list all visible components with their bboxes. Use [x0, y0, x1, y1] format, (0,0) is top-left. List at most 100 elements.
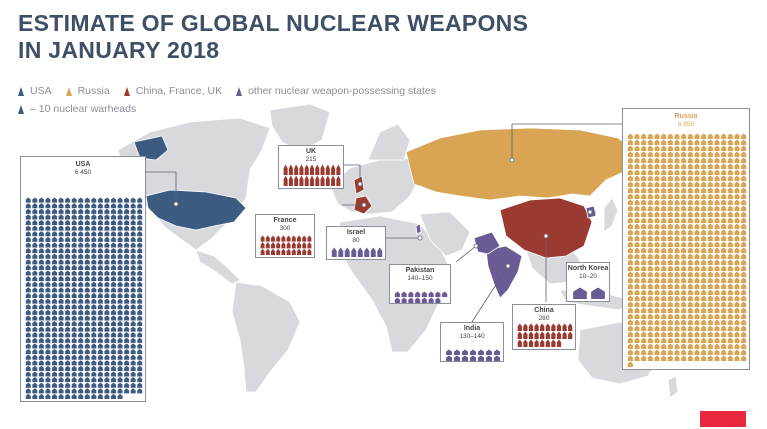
warhead-pictogram	[573, 287, 605, 299]
warhead-icon	[78, 270, 84, 276]
warhead-icon	[91, 337, 97, 343]
warhead-icon	[562, 323, 567, 331]
warhead-icon	[104, 253, 110, 259]
warhead-icon	[641, 265, 647, 271]
warhead-pictogram	[260, 235, 312, 255]
warhead-icon	[701, 307, 707, 313]
warhead-icon	[71, 388, 77, 394]
warhead-icon	[111, 208, 116, 214]
legend-label: USA	[30, 85, 52, 97]
warhead-icon	[71, 365, 77, 371]
warhead-icon	[627, 235, 633, 241]
warhead-icon	[32, 332, 38, 338]
warhead-icon	[674, 259, 680, 265]
warhead-icon	[104, 365, 110, 371]
warhead-icon	[58, 203, 64, 209]
warhead-icon	[65, 349, 71, 355]
warhead-icon	[84, 382, 90, 388]
warhead-icon	[714, 313, 720, 319]
warhead-icon	[104, 197, 110, 203]
warhead-icon	[137, 270, 143, 276]
china-region	[499, 197, 593, 259]
warhead-icon	[461, 349, 469, 355]
warhead-icon	[634, 343, 640, 349]
warhead-icon	[104, 326, 110, 332]
warhead-icon	[667, 355, 673, 361]
warhead-icon	[701, 313, 707, 319]
warhead-icon	[18, 86, 24, 96]
warhead-icon	[654, 223, 660, 229]
warhead-icon	[687, 355, 693, 361]
warhead-icon	[91, 371, 97, 377]
warhead-icon	[45, 377, 51, 383]
warhead-icon	[32, 371, 38, 377]
warhead-icon	[302, 248, 307, 255]
warhead-icon	[707, 247, 713, 253]
warhead-icon	[124, 219, 130, 226]
warhead-icon	[634, 349, 640, 355]
warhead-icon	[674, 319, 680, 325]
warhead-icon	[117, 382, 123, 388]
warhead-icon	[741, 229, 747, 235]
warhead-icon	[97, 360, 103, 366]
warhead-icon	[52, 208, 57, 214]
warhead-icon	[721, 325, 727, 331]
warhead-icon	[45, 332, 51, 338]
warhead-icon	[71, 197, 77, 203]
warhead-icon	[661, 175, 667, 181]
warhead-icon	[681, 325, 687, 331]
warhead-icon	[721, 247, 727, 253]
warhead-icon	[694, 253, 700, 259]
warhead-icon	[291, 235, 296, 242]
warhead-icon	[78, 208, 84, 214]
warhead-icon	[694, 175, 700, 181]
warhead-icon	[701, 223, 707, 229]
warhead-icon	[84, 377, 90, 383]
warhead-icon	[111, 219, 116, 226]
warhead-icon	[681, 295, 687, 301]
warhead-icon	[627, 277, 633, 283]
warhead-icon	[65, 214, 71, 220]
warhead-icon	[627, 361, 633, 367]
warhead-icon	[681, 151, 687, 157]
warhead-icon	[65, 208, 71, 214]
warhead-icon	[687, 229, 693, 235]
warhead-icon	[58, 360, 64, 366]
warhead-icon	[78, 326, 84, 332]
warhead-icon	[124, 231, 130, 237]
warhead-icon	[734, 145, 740, 151]
warhead-icon	[281, 235, 286, 242]
warhead-icon	[641, 325, 647, 331]
warhead-icon	[71, 354, 77, 360]
warhead-icon	[714, 163, 720, 169]
warhead-icon	[130, 365, 136, 371]
warhead-icon	[97, 281, 103, 287]
warhead-icon	[65, 309, 71, 315]
warhead-icon	[741, 241, 747, 247]
warhead-icon	[236, 86, 243, 96]
warhead-icon	[32, 315, 38, 321]
warhead-icon	[58, 337, 64, 343]
warhead-icon	[124, 315, 130, 321]
warhead-icon	[117, 332, 123, 338]
warhead-icon	[701, 271, 707, 277]
warhead-icon	[721, 187, 727, 193]
warhead-icon	[52, 214, 57, 220]
warhead-icon	[124, 360, 130, 366]
warhead-icon	[667, 223, 673, 229]
warhead-icon	[687, 301, 693, 307]
warhead-icon	[130, 219, 136, 226]
country-value-label: 130–140	[459, 333, 485, 340]
warhead-icon	[304, 175, 309, 186]
warhead-icon	[65, 264, 71, 270]
warhead-icon	[137, 304, 143, 310]
warhead-icon	[681, 241, 687, 247]
warhead-icon	[307, 248, 312, 255]
warhead-icon	[741, 133, 747, 139]
warhead-icon	[65, 360, 71, 366]
warhead-icon	[641, 283, 647, 289]
warhead-icon	[71, 287, 77, 293]
warhead-icon	[634, 163, 640, 169]
warhead-icon	[58, 315, 64, 321]
warhead-icon	[714, 265, 720, 271]
